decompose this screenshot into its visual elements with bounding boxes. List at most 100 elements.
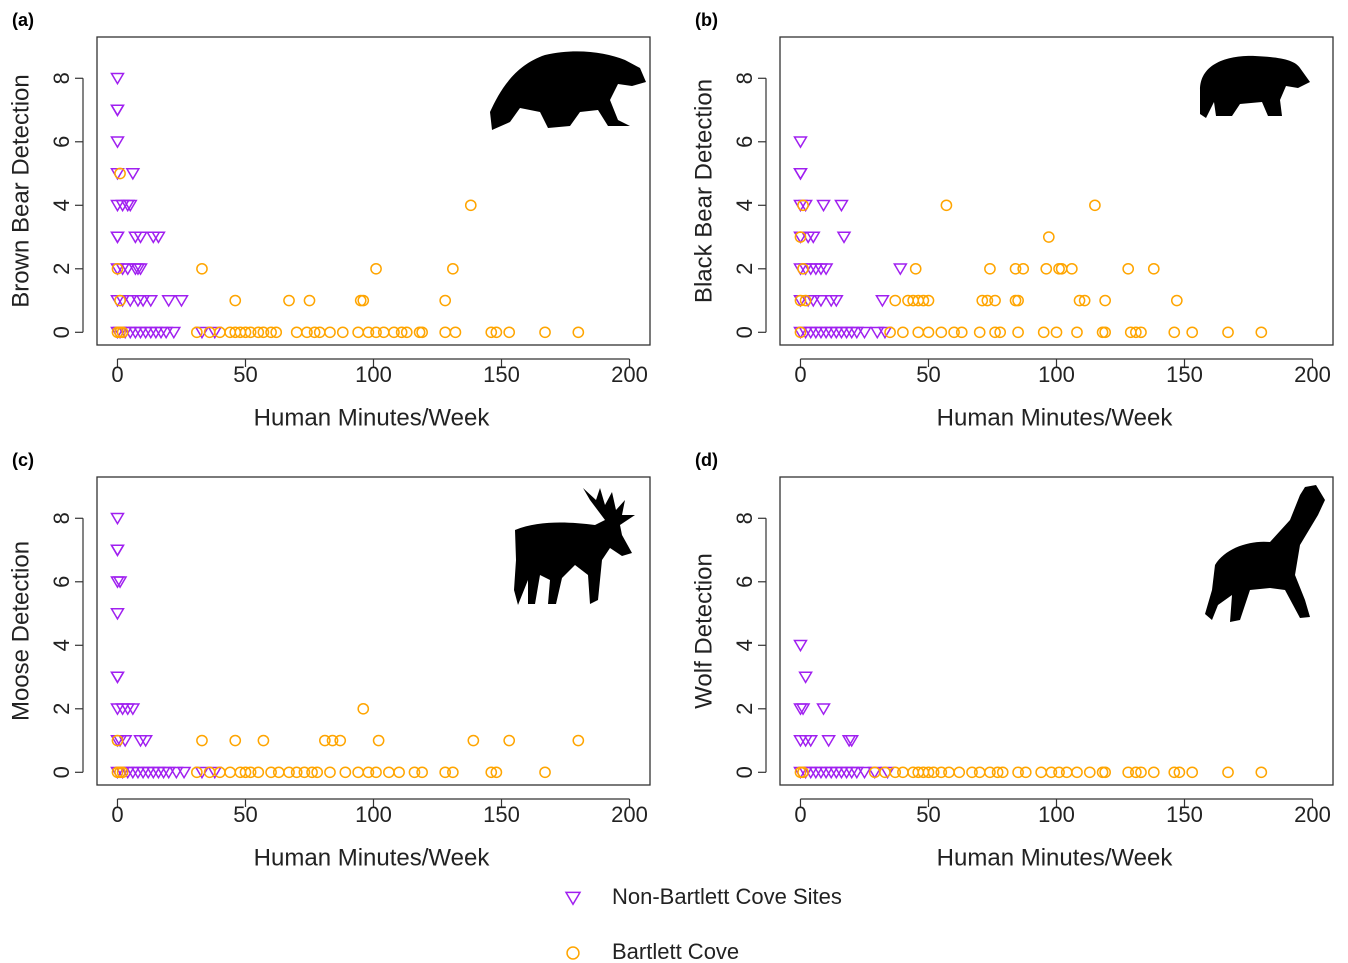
y-tick-label: 2 xyxy=(49,703,74,715)
point xyxy=(909,262,922,275)
point xyxy=(334,734,347,747)
point xyxy=(490,766,503,779)
point xyxy=(319,734,331,747)
y-tick-label: 2 xyxy=(732,703,757,715)
point xyxy=(370,766,382,779)
point xyxy=(114,167,126,180)
point xyxy=(1073,294,1086,307)
point xyxy=(1089,199,1101,212)
point xyxy=(362,326,375,339)
point xyxy=(1012,294,1024,307)
point xyxy=(849,326,865,340)
x-tick-label: 50 xyxy=(916,802,940,827)
point xyxy=(818,263,834,276)
point xyxy=(1168,326,1181,339)
point xyxy=(196,734,208,747)
x-tick-label: 0 xyxy=(111,362,123,387)
x-tick-label: 150 xyxy=(483,802,520,827)
x-tick-label: 0 xyxy=(794,362,806,387)
wolf-silhouette xyxy=(1205,485,1325,622)
point xyxy=(829,294,844,308)
point xyxy=(485,326,498,339)
point xyxy=(112,576,128,589)
point xyxy=(1071,766,1083,779)
point xyxy=(884,326,896,339)
point xyxy=(490,326,503,339)
point xyxy=(984,262,996,275)
point xyxy=(120,263,136,276)
point xyxy=(308,326,321,339)
point xyxy=(897,766,909,779)
plot-frame xyxy=(96,476,651,786)
point xyxy=(1083,766,1096,779)
point xyxy=(966,766,978,779)
x-tick-label: 50 xyxy=(916,362,940,387)
y-tick-label: 8 xyxy=(732,512,757,524)
point xyxy=(1012,326,1024,339)
y-tick-label: 8 xyxy=(49,512,74,524)
point xyxy=(572,326,585,339)
point xyxy=(996,766,1009,779)
point xyxy=(984,766,996,779)
point xyxy=(176,766,192,780)
point xyxy=(110,231,125,244)
point xyxy=(1186,326,1199,339)
point xyxy=(207,766,223,780)
point xyxy=(133,231,148,244)
point xyxy=(439,294,452,307)
point xyxy=(981,294,994,307)
point xyxy=(1040,262,1053,275)
point xyxy=(110,104,125,117)
point xyxy=(110,136,125,149)
point xyxy=(224,766,236,779)
x-tick-label: 200 xyxy=(611,802,648,827)
point xyxy=(439,326,452,339)
point xyxy=(1222,326,1234,339)
point xyxy=(948,326,960,339)
y-tick-label: 6 xyxy=(49,576,74,588)
point xyxy=(1130,766,1142,779)
point xyxy=(935,766,948,779)
point xyxy=(357,294,370,307)
x-axis-label: Human Minutes/Week xyxy=(254,844,491,871)
point xyxy=(190,766,203,779)
panel-label: (d) xyxy=(695,450,718,470)
point xyxy=(1053,766,1065,779)
point xyxy=(370,326,382,339)
point xyxy=(229,734,242,747)
point xyxy=(1099,294,1111,307)
point xyxy=(352,766,364,779)
x-tick-label: 50 xyxy=(233,802,257,827)
point xyxy=(795,703,811,716)
point xyxy=(797,199,809,212)
point xyxy=(1222,766,1234,779)
x-axis-label: Human Minutes/Week xyxy=(937,404,1174,431)
point xyxy=(252,766,265,779)
point xyxy=(110,671,125,684)
x-tick-label: 100 xyxy=(355,362,392,387)
y-tick-label: 2 xyxy=(49,263,74,275)
point xyxy=(1012,766,1024,779)
point xyxy=(393,766,405,779)
point xyxy=(797,262,809,275)
x-tick-label: 100 xyxy=(1038,802,1075,827)
point xyxy=(1135,326,1147,339)
point xyxy=(889,294,902,307)
point xyxy=(125,703,141,716)
y-tick-label: 2 xyxy=(732,263,757,275)
point xyxy=(138,734,153,748)
y-axis-label: Wolf Detection xyxy=(690,553,717,709)
panel-label: (c) xyxy=(12,450,34,470)
point xyxy=(324,326,336,339)
point xyxy=(803,734,819,748)
point xyxy=(1122,766,1135,779)
x-tick-label: 50 xyxy=(233,362,257,387)
point xyxy=(1173,766,1186,779)
point xyxy=(110,104,125,117)
point xyxy=(395,326,408,339)
x-tick-label: 150 xyxy=(1166,362,1203,387)
point xyxy=(973,326,986,339)
point xyxy=(955,326,968,339)
point xyxy=(111,262,124,275)
